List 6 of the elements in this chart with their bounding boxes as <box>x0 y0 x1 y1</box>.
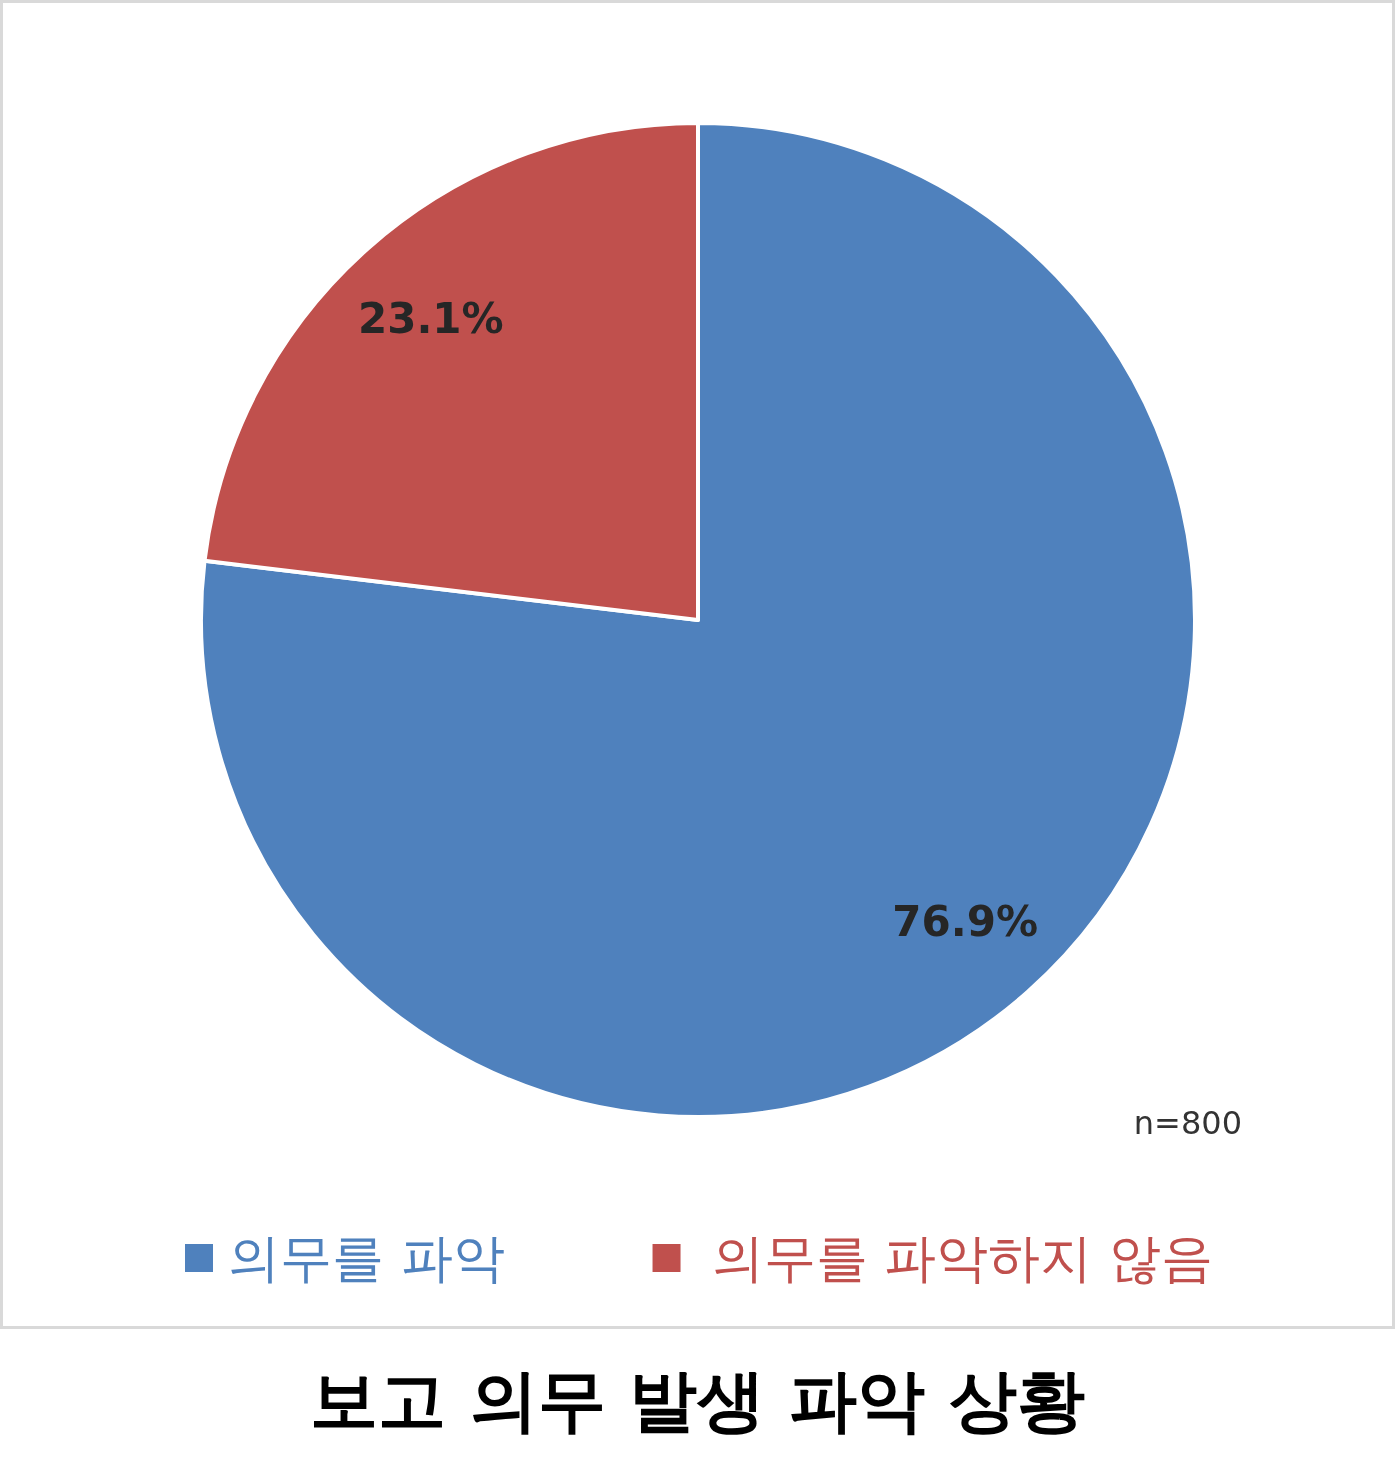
data-label: 76.9% <box>892 896 1039 946</box>
legend-label: 의무를 파악 <box>228 1228 505 1288</box>
legend-label: 의무를 파악하지 않음 <box>711 1228 1213 1288</box>
data-label: 23.1% <box>357 294 504 344</box>
text: n=800 <box>1133 1104 1242 1142</box>
text: 보고 의무 발생 파악 상황 <box>310 1360 1085 1440</box>
